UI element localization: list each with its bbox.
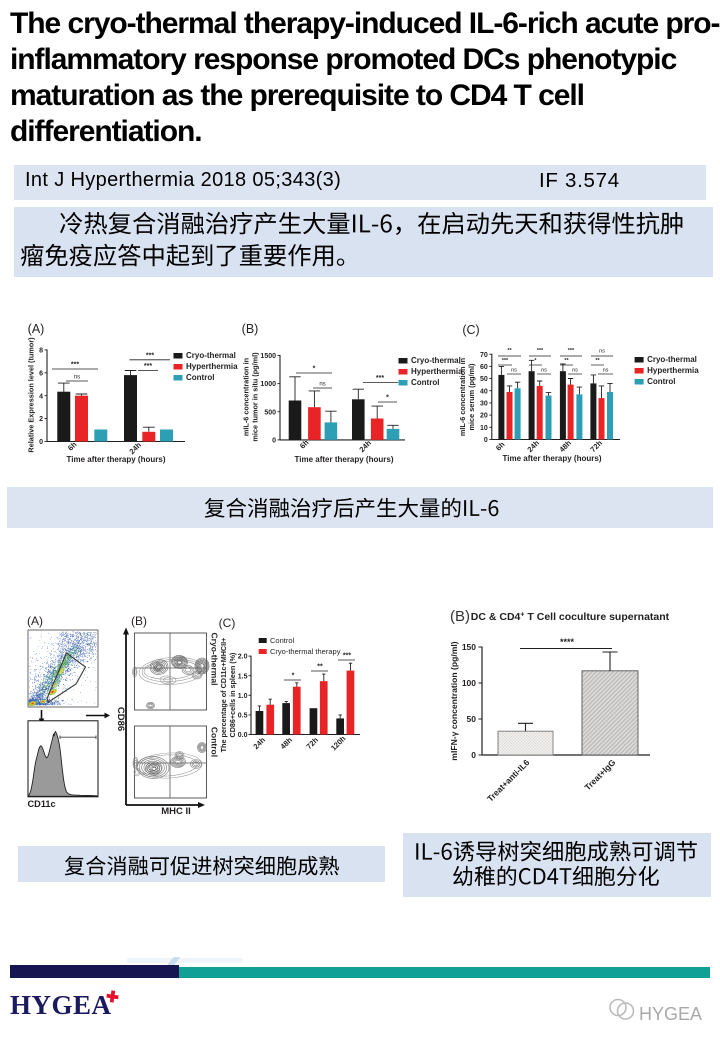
svg-text:mIFN-γ concentration (pg/ml): mIFN-γ concentration (pg/ml): [449, 641, 459, 760]
svg-text:48h: 48h: [278, 735, 294, 751]
svg-text:mice serum (pg/ml): mice serum (pg/ml): [467, 363, 476, 430]
svg-text:500: 500: [264, 409, 276, 416]
svg-text:0: 0: [272, 438, 276, 445]
svg-text:(C): (C): [219, 616, 236, 630]
svg-text:Cryo-thermal therapy: Cryo-thermal therapy: [270, 647, 341, 656]
svg-text:50: 50: [467, 714, 477, 724]
svg-text:(B): (B): [450, 608, 470, 625]
svg-text:24h: 24h: [251, 735, 267, 751]
svg-text:MHC II: MHC II: [161, 806, 191, 817]
svg-text:*: *: [386, 395, 389, 402]
svg-text:The percentage of CD11c+MHCII+: The percentage of CD11c+MHCII+: [219, 638, 228, 753]
svg-text:24h: 24h: [357, 438, 373, 454]
svg-text:mIL-6 concentration in: mIL-6 concentration in: [458, 358, 467, 436]
svg-text:6h: 6h: [494, 440, 507, 453]
svg-text:***: ***: [568, 348, 575, 354]
svg-text:(B): (B): [131, 614, 147, 628]
svg-text:**: **: [317, 664, 323, 671]
svg-text:Control: Control: [186, 373, 214, 382]
svg-text:***: ***: [502, 358, 509, 364]
svg-text:70: 70: [480, 352, 488, 359]
svg-text:Treat+anti-IL6: Treat+anti-IL6: [485, 757, 532, 804]
svg-text:**: **: [564, 358, 569, 364]
svg-text:ns: ns: [599, 349, 605, 355]
svg-text:24h: 24h: [127, 440, 143, 456]
svg-text:ns: ns: [319, 382, 325, 388]
svg-text:120h: 120h: [329, 734, 348, 753]
svg-text:10: 10: [480, 425, 488, 432]
svg-text:Cryo-thermal: Cryo-thermal: [186, 351, 236, 360]
svg-text:****: ****: [560, 637, 575, 647]
svg-text:Cryo-thermal: Cryo-thermal: [210, 633, 220, 686]
svg-text:48h: 48h: [557, 438, 573, 454]
svg-text:***: ***: [144, 363, 152, 370]
svg-text:Control: Control: [411, 378, 439, 387]
svg-text:Control: Control: [647, 377, 675, 386]
svg-text:***: ***: [343, 653, 351, 660]
svg-text:0.0: 0.0: [238, 732, 248, 739]
svg-text:Hyperthermia: Hyperthermia: [186, 362, 238, 371]
svg-text:20: 20: [480, 413, 488, 420]
svg-text:***: ***: [376, 375, 384, 382]
svg-text:150: 150: [462, 642, 476, 652]
svg-text:Cryo-thermal: Cryo-thermal: [411, 356, 461, 365]
svg-text:**: **: [595, 358, 600, 364]
svg-text:24h: 24h: [525, 438, 541, 454]
svg-text:72h: 72h: [588, 438, 604, 454]
svg-text:Control: Control: [270, 636, 295, 645]
svg-text:(B): (B): [242, 322, 259, 336]
svg-text:0: 0: [471, 750, 476, 760]
svg-text:0: 0: [484, 437, 488, 444]
svg-text:CD86+cells in spleen (%): CD86+cells in spleen (%): [228, 652, 237, 737]
svg-text:***: ***: [537, 348, 544, 354]
svg-text:Time after therapy (hours): Time after therapy (hours): [295, 455, 394, 464]
svg-text:Control: Control: [210, 727, 220, 757]
svg-text:(A): (A): [27, 614, 43, 628]
svg-text:DC & CD4+ T Cell coculture sup: DC & CD4+ T Cell coculture supernatant: [471, 611, 670, 623]
svg-text:1500: 1500: [260, 353, 276, 360]
svg-text:*: *: [292, 673, 295, 680]
svg-text:Time after therapy (hours): Time after therapy (hours): [67, 455, 166, 464]
svg-text:mIL-6 concentration in: mIL-6 concentration in: [242, 358, 251, 436]
svg-text:Cryo-thermal: Cryo-thermal: [647, 355, 697, 364]
svg-text:(C): (C): [462, 323, 479, 337]
svg-text:1.0: 1.0: [238, 693, 248, 700]
svg-text:0: 0: [39, 439, 43, 446]
svg-text:50: 50: [480, 376, 488, 383]
svg-text:Time after therapy (hours): Time after therapy (hours): [503, 454, 602, 463]
svg-text:ns: ns: [572, 368, 578, 374]
svg-text:8: 8: [39, 348, 43, 355]
svg-text:0.5: 0.5: [238, 713, 248, 720]
svg-text:40: 40: [480, 388, 488, 395]
svg-text:Hyperthermia: Hyperthermia: [411, 367, 463, 376]
svg-text:**: **: [507, 348, 512, 354]
svg-text:mice tumor in situ (pg/ml): mice tumor in situ (pg/ml): [251, 352, 260, 442]
svg-text:100: 100: [462, 678, 476, 688]
svg-text:4: 4: [39, 393, 43, 400]
svg-text:ns: ns: [603, 368, 609, 374]
svg-text:(A): (A): [28, 322, 45, 336]
svg-text:Treat+IgG: Treat+IgG: [582, 757, 617, 792]
svg-text:Hyperthermia: Hyperthermia: [647, 366, 699, 375]
svg-text:ns: ns: [511, 368, 517, 374]
svg-text:1.5: 1.5: [238, 673, 248, 680]
svg-text:6: 6: [39, 370, 43, 377]
svg-text:CD86: CD86: [115, 707, 126, 731]
svg-text:ns: ns: [74, 375, 80, 381]
svg-text:ns: ns: [541, 368, 547, 374]
svg-text:***: ***: [146, 352, 154, 359]
svg-text:2.0: 2.0: [238, 654, 248, 661]
svg-text:2: 2: [39, 416, 43, 423]
svg-text:60: 60: [480, 364, 488, 371]
svg-text:72h: 72h: [304, 735, 320, 751]
svg-text:***: ***: [71, 362, 79, 369]
svg-text:Relative Expression level (tum: Relative Expression level (tumor): [27, 337, 36, 453]
svg-text:1000: 1000: [260, 381, 276, 388]
svg-text:30: 30: [480, 401, 488, 408]
svg-text:CD11c: CD11c: [28, 799, 56, 809]
svg-text:*: *: [313, 366, 316, 373]
svg-text:*: *: [534, 358, 537, 364]
